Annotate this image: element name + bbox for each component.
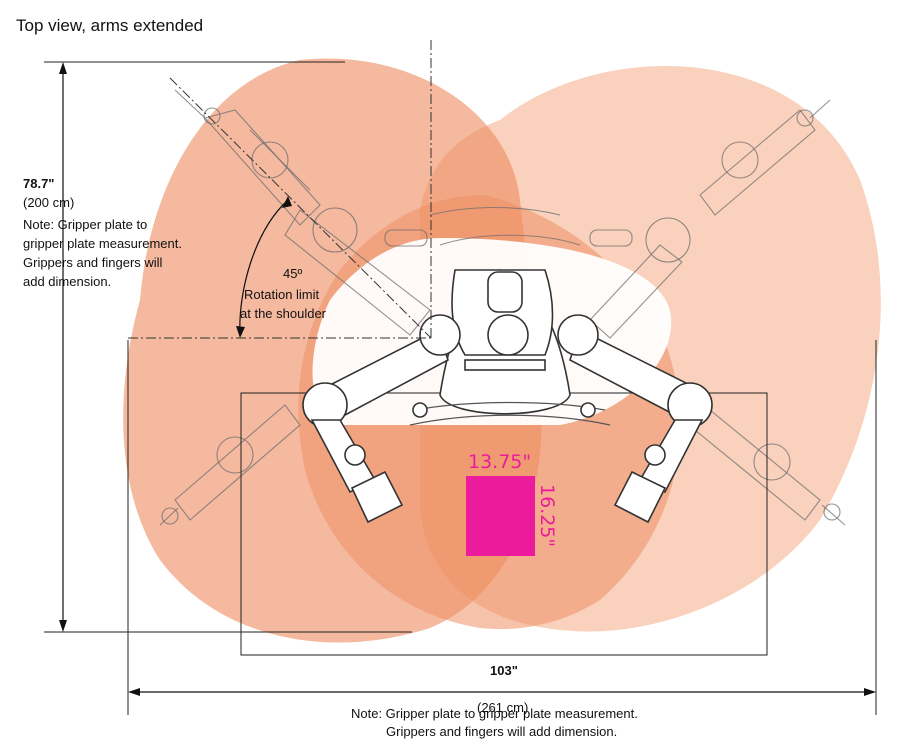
width-note-line-2: Grippers and fingers will add dimension.	[386, 724, 617, 739]
rotation-limit-line-2: at the shoulder	[240, 306, 327, 321]
payload-height-label: 16.25"	[536, 484, 558, 547]
height-value: 78.7"	[23, 176, 54, 191]
robot-torso-slot	[487, 271, 523, 313]
width-metric: (261 cm)	[477, 700, 528, 715]
right-arm	[557, 314, 713, 524]
robot-bolt-right	[580, 402, 596, 418]
height-note-line-1: Note: Gripper plate to	[23, 217, 147, 232]
rotation-arrow-top	[282, 196, 292, 208]
ghost-arm-lower-left	[159, 404, 301, 526]
ghost-arm-upper-left	[174, 89, 431, 336]
ghost-top-brackets	[384, 206, 633, 247]
robot-front-plate	[464, 359, 546, 371]
height-note-line-3: Grippers and fingers will	[23, 255, 163, 270]
payload-width-label: 13.75"	[468, 451, 531, 473]
page-title: Top view, arms extended	[16, 16, 203, 35]
width-arrow-right	[864, 688, 876, 696]
rotation-angle-arc	[239, 199, 289, 336]
shoulder-diagonal-reference	[169, 77, 432, 339]
height-note-line-2: gripper plate measurement.	[23, 236, 182, 251]
robot-head	[487, 314, 529, 356]
width-value: 103"	[490, 663, 518, 678]
height-note-line-4: add dimension.	[23, 274, 111, 289]
left-arm	[302, 314, 461, 524]
rotation-limit-line-1: Rotation limit	[244, 287, 320, 302]
rotation-angle-label: 45º	[283, 266, 302, 281]
robot-top-view	[409, 269, 611, 426]
rotation-arrow-bottom	[236, 326, 245, 338]
ghost-arm-positions	[159, 89, 846, 526]
right-gripper	[613, 470, 667, 524]
height-metric: (200 cm)	[23, 195, 74, 210]
ghost-arm-upper-right	[589, 99, 831, 339]
height-arrow-bottom	[59, 620, 67, 632]
width-arrow-left	[128, 688, 140, 696]
left-gripper	[350, 470, 404, 524]
payload-box	[466, 476, 535, 556]
height-arrow-top	[59, 62, 67, 74]
robot-bolt-left	[412, 402, 428, 418]
width-note-line-1: Note: Gripper plate to gripper plate mea…	[351, 706, 638, 721]
